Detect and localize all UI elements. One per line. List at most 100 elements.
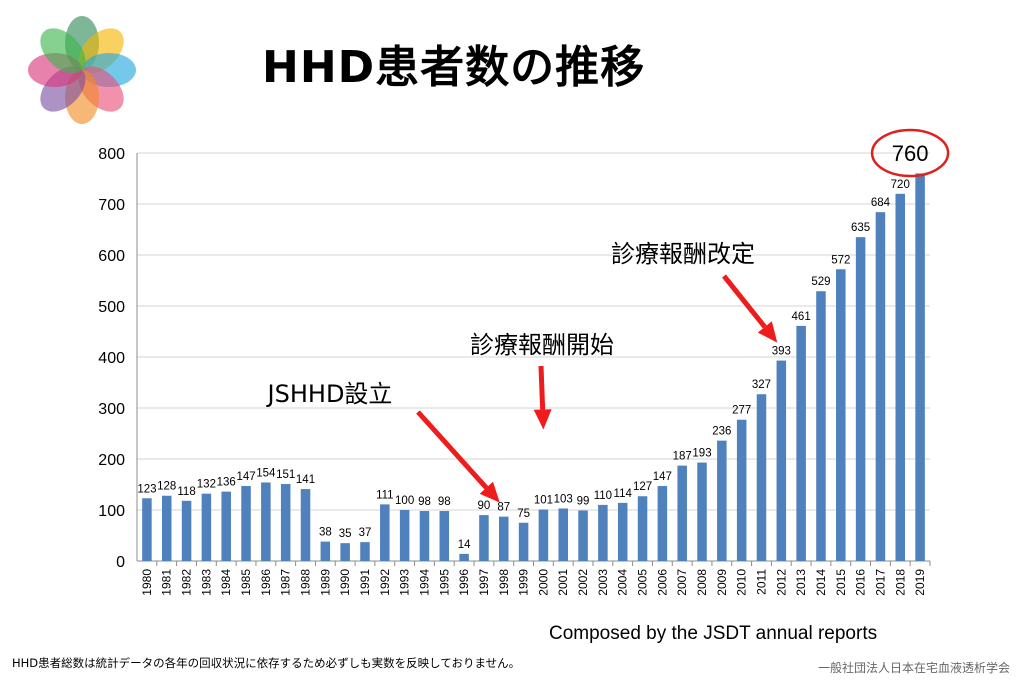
data-label: 38	[319, 527, 332, 539]
source-note: Composed by the JSDT annual reports	[549, 623, 878, 644]
y-tick-label: 500	[98, 299, 125, 316]
x-tick-label: 2003	[596, 569, 610, 596]
bar	[518, 522, 529, 561]
data-label: 393	[772, 346, 791, 358]
bar	[241, 486, 251, 561]
bar	[756, 394, 767, 561]
bar	[736, 419, 747, 561]
bar	[637, 496, 648, 561]
data-label: 151	[276, 469, 295, 481]
bar	[161, 495, 172, 561]
data-label: 147	[653, 471, 672, 483]
bar	[677, 465, 687, 561]
bar	[499, 516, 509, 561]
bar	[340, 543, 350, 561]
bar	[816, 291, 826, 561]
x-tick-label: 1987	[279, 569, 293, 596]
bar	[578, 510, 588, 561]
data-label: 98	[418, 496, 431, 508]
annotation-arrow-head	[479, 481, 500, 503]
x-tick-label: 1992	[378, 569, 392, 596]
annotation-arrow-shaft	[416, 410, 489, 490]
data-label: 187	[673, 451, 692, 463]
x-tick-label: 2011	[754, 569, 768, 595]
x-tick-label: 1998	[497, 569, 511, 596]
data-label: 147	[236, 471, 255, 483]
y-tick-label: 800	[98, 146, 125, 163]
data-label: 98	[438, 496, 451, 508]
x-tick-label: 1999	[517, 569, 531, 596]
x-tick-label: 1984	[219, 569, 233, 596]
bar	[142, 498, 152, 561]
x-tick-label: 1983	[199, 569, 213, 596]
y-tick-label: 300	[98, 401, 125, 418]
x-tick-label: 1990	[338, 569, 352, 596]
data-label: 101	[534, 494, 553, 506]
x-tick-label: 2017	[873, 569, 887, 596]
data-label: 236	[712, 426, 731, 438]
bar	[895, 193, 906, 562]
bar	[836, 269, 846, 561]
bar	[717, 440, 727, 561]
bar	[300, 489, 311, 561]
data-label: 635	[851, 222, 870, 234]
x-tick-label: 1995	[437, 569, 451, 596]
data-label: 14	[458, 539, 471, 551]
annotation-arrow-head	[757, 321, 778, 343]
bar	[459, 553, 469, 561]
bar	[181, 500, 192, 561]
data-label: 87	[497, 502, 510, 514]
data-label: 132	[197, 479, 216, 491]
organization-name: 一般社団法人日本在宅血液透析学会	[817, 661, 1010, 675]
bar	[915, 173, 925, 561]
data-label: 114	[614, 488, 633, 500]
x-tick-label: 1997	[477, 569, 491, 596]
annotation-arrow-head	[533, 409, 552, 430]
x-tick-label: 1982	[180, 569, 194, 596]
bar	[875, 212, 886, 561]
x-tick-label: 2009	[715, 569, 729, 596]
data-label: 123	[137, 483, 156, 495]
data-label: 99	[577, 496, 590, 508]
data-label: 461	[792, 311, 811, 323]
x-tick-label: 1994	[417, 569, 431, 596]
x-tick-label: 1985	[239, 569, 253, 596]
bar	[439, 511, 450, 561]
y-tick-label: 100	[98, 503, 125, 520]
x-tick-label: 2000	[536, 569, 550, 596]
annotation-arrow-shaft	[538, 365, 546, 410]
data-label: 127	[633, 481, 652, 493]
data-label: 90	[478, 500, 491, 512]
x-tick-label: 1991	[358, 569, 372, 596]
x-tick-label: 2001	[556, 569, 570, 596]
footnote: HHD患者総数は統計データの各年の回収状況に依存するため必ずしも実数を反映してお…	[12, 656, 521, 670]
x-tick-label: 2006	[655, 569, 669, 596]
bar	[380, 504, 390, 561]
data-label: 75	[517, 508, 530, 520]
x-tick-label: 2018	[893, 569, 907, 596]
bar	[657, 486, 668, 561]
annotation-arrow-shaft	[722, 274, 767, 329]
bar	[776, 360, 787, 561]
x-tick-label: 2004	[616, 569, 630, 596]
x-tick-label: 2016	[854, 569, 868, 596]
data-label: 35	[339, 528, 352, 540]
annotation-label: JSHHD設立	[266, 380, 393, 408]
x-tick-label: 2007	[675, 569, 689, 596]
data-label: 118	[177, 486, 195, 498]
x-tick-label: 2012	[774, 569, 788, 596]
bar	[280, 483, 291, 561]
data-label: 154	[256, 467, 276, 479]
x-tick-label: 1996	[457, 569, 471, 596]
bar	[201, 493, 212, 561]
y-tick-label: 200	[98, 452, 125, 469]
x-tick-label: 2010	[735, 569, 749, 596]
data-label: 720	[891, 179, 910, 191]
data-label: 128	[157, 481, 176, 493]
x-tick-label: 1989	[318, 569, 332, 596]
x-tick-label: 1988	[299, 569, 313, 596]
flower-petals-logo-icon	[28, 16, 136, 124]
data-label: 141	[296, 474, 315, 486]
highlight-value-label: 760	[892, 141, 929, 166]
